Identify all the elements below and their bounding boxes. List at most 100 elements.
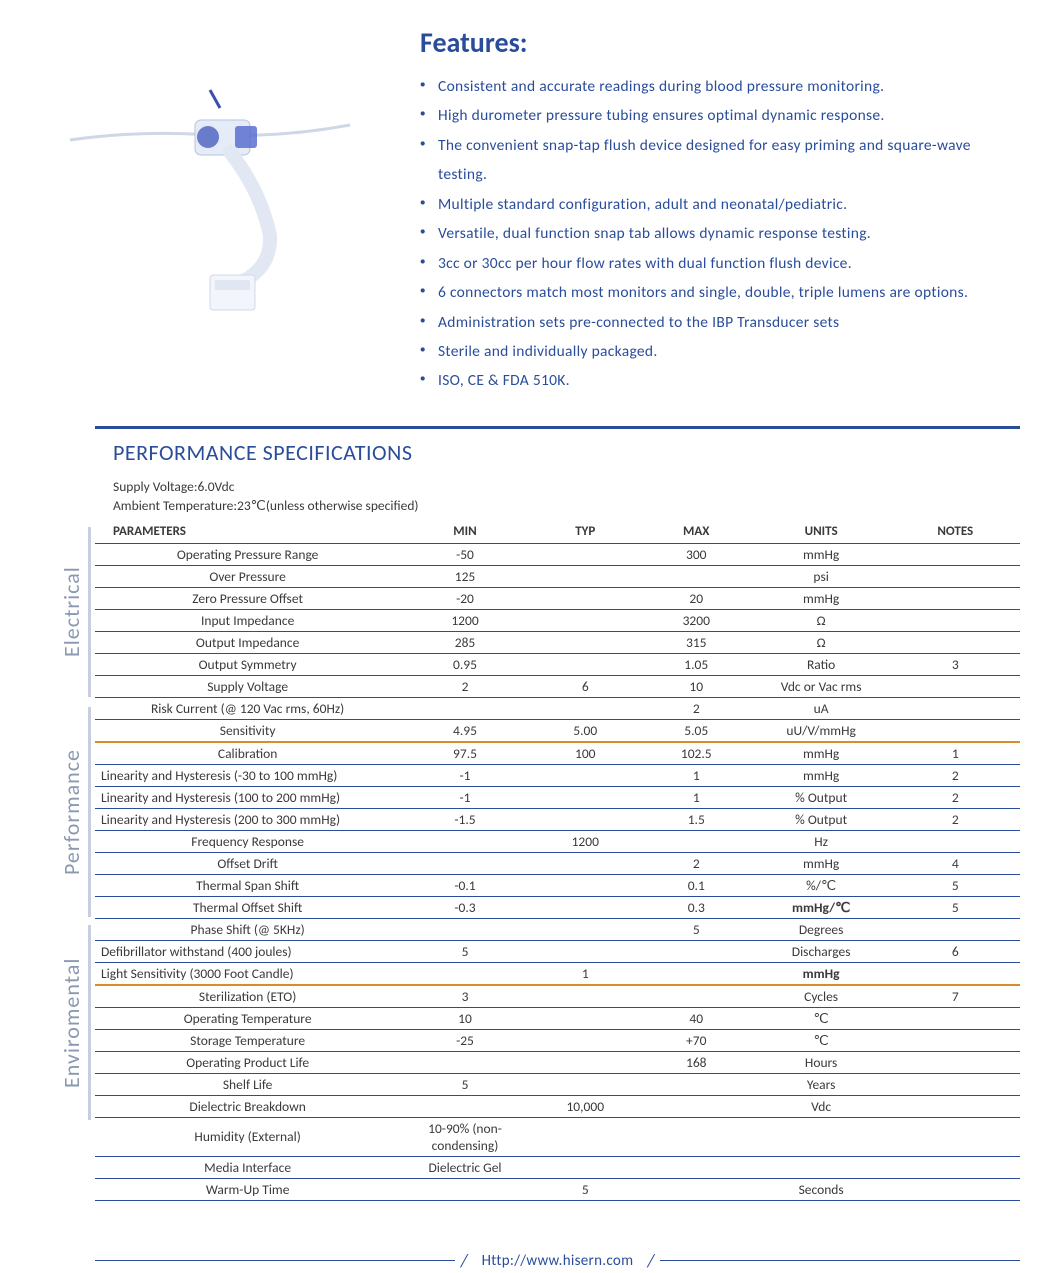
cell-min: 0.95 bbox=[400, 653, 530, 675]
cell-notes: 1 bbox=[891, 742, 1021, 765]
cell-param: Warm-Up Time bbox=[95, 1178, 400, 1200]
feature-item: 3cc or 30cc per hour flow rates with dua… bbox=[420, 249, 1020, 278]
features-block: Features: Consistent and accurate readin… bbox=[420, 20, 1020, 396]
cell-max: 1 bbox=[641, 786, 752, 808]
cell-units: mmHg bbox=[752, 764, 891, 786]
cell-units: psi bbox=[752, 565, 891, 587]
footer-slash-1: / bbox=[455, 1250, 474, 1272]
cell-notes: 3 bbox=[891, 653, 1021, 675]
cell-typ bbox=[530, 1007, 641, 1029]
table-row: Defibrillator withstand (400 joules)5Dis… bbox=[95, 940, 1020, 962]
cell-notes bbox=[891, 830, 1021, 852]
cell-max bbox=[641, 1073, 752, 1095]
feature-item: Administration sets pre-connected to the… bbox=[420, 308, 1020, 337]
cell-typ bbox=[530, 1029, 641, 1051]
cell-notes bbox=[891, 609, 1021, 631]
cell-units: uA bbox=[752, 697, 891, 719]
top-section: Features: Consistent and accurate readin… bbox=[0, 0, 1060, 426]
cell-max bbox=[641, 1178, 752, 1200]
cell-notes: 2 bbox=[891, 808, 1021, 830]
cell-max: +70 bbox=[641, 1029, 752, 1051]
spec-col-header: UNITS bbox=[752, 520, 891, 544]
cell-typ bbox=[530, 631, 641, 653]
cell-units: Cycles bbox=[752, 985, 891, 1008]
table-row: Output Impedance285315Ω bbox=[95, 631, 1020, 653]
cell-typ bbox=[530, 565, 641, 587]
cell-param: Input Impedance bbox=[95, 609, 400, 631]
cell-param: Zero Pressure Offset bbox=[95, 587, 400, 609]
cell-notes: 2 bbox=[891, 786, 1021, 808]
feature-item: The convenient snap-tap flush device des… bbox=[420, 131, 1020, 190]
group-label-performance: Performance bbox=[58, 707, 85, 917]
cell-max: 0.3 bbox=[641, 896, 752, 918]
spec-col-header: TYP bbox=[530, 520, 641, 544]
cell-min bbox=[400, 918, 530, 940]
cell-notes bbox=[891, 631, 1021, 653]
cell-max bbox=[641, 1095, 752, 1117]
cell-max bbox=[641, 940, 752, 962]
cell-typ bbox=[530, 587, 641, 609]
cell-min bbox=[400, 1095, 530, 1117]
cell-max: 40 bbox=[641, 1007, 752, 1029]
cell-max bbox=[641, 1156, 752, 1178]
table-row: Over Pressure125 psi bbox=[95, 565, 1020, 587]
cell-param: Over Pressure bbox=[95, 565, 400, 587]
cell-param: Shelf Life bbox=[95, 1073, 400, 1095]
cell-max bbox=[641, 830, 752, 852]
cell-min: 5 bbox=[400, 940, 530, 962]
cell-max: 5 bbox=[641, 918, 752, 940]
table-row: Thermal Span Shift-0.10.1%/℃5 bbox=[95, 874, 1020, 896]
cell-param: Operating Product Life bbox=[95, 1051, 400, 1073]
cell-param: Phase Shift (@ 5KHz) bbox=[95, 918, 400, 940]
cell-typ bbox=[530, 896, 641, 918]
cell-typ bbox=[530, 653, 641, 675]
cell-max: 300 bbox=[641, 543, 752, 565]
cell-min bbox=[400, 697, 530, 719]
product-image bbox=[40, 20, 380, 340]
cell-units: Years bbox=[752, 1073, 891, 1095]
cell-min: -1 bbox=[400, 764, 530, 786]
footer-url[interactable]: Http://www.hisern.com bbox=[474, 1252, 642, 1270]
spec-col-header: PARAMETERS bbox=[95, 520, 400, 544]
cell-min: 10-90% (non-condensing) bbox=[400, 1117, 530, 1156]
cell-min: 125 bbox=[400, 565, 530, 587]
group-label-enviromental: Enviromental bbox=[58, 925, 85, 1120]
cell-typ bbox=[530, 808, 641, 830]
table-row: Output Symmetry0.951.05Ratio3 bbox=[95, 653, 1020, 675]
spec-top-rule bbox=[95, 426, 1020, 429]
cell-units: Ω bbox=[752, 631, 891, 653]
cell-max bbox=[641, 1117, 752, 1156]
cell-typ bbox=[530, 1073, 641, 1095]
cell-param: Thermal Offset Shift bbox=[95, 896, 400, 918]
spec-title: PERFORMANCE SPECIFICATIONS bbox=[95, 435, 1020, 470]
table-row: Risk Current (@ 120 Vac rms, 60Hz)2uA bbox=[95, 697, 1020, 719]
cell-units: % Output bbox=[752, 786, 891, 808]
cell-units: mmHg bbox=[752, 742, 891, 765]
cell-max: 5.05 bbox=[641, 719, 752, 742]
cell-typ bbox=[530, 697, 641, 719]
table-row: Linearity and Hysteresis (100 to 200 mmH… bbox=[95, 786, 1020, 808]
table-row: Sterilization (ETO)3Cycles7 bbox=[95, 985, 1020, 1008]
cell-units: Degrees bbox=[752, 918, 891, 940]
cell-typ: 1200 bbox=[530, 830, 641, 852]
cell-units: mmHg bbox=[752, 587, 891, 609]
table-row: Linearity and Hysteresis (200 to 300 mmH… bbox=[95, 808, 1020, 830]
cell-param: Thermal Span Shift bbox=[95, 874, 400, 896]
cell-max: 2 bbox=[641, 697, 752, 719]
cell-max: 3200 bbox=[641, 609, 752, 631]
table-row: Dielectric Breakdown10,000Vdc bbox=[95, 1095, 1020, 1117]
cell-max: 2 bbox=[641, 852, 752, 874]
medical-device-illustration bbox=[60, 40, 360, 320]
cell-notes bbox=[891, 1095, 1021, 1117]
table-row: Input Impedance12003200Ω bbox=[95, 609, 1020, 631]
cell-typ bbox=[530, 852, 641, 874]
cell-notes bbox=[891, 565, 1021, 587]
cell-units: Hz bbox=[752, 830, 891, 852]
cell-min: 10 bbox=[400, 1007, 530, 1029]
cell-min: -0.3 bbox=[400, 896, 530, 918]
cell-param: Sensitivity bbox=[95, 719, 400, 742]
cell-param: Linearity and Hysteresis (-30 to 100 mmH… bbox=[95, 764, 400, 786]
cell-min: -0.1 bbox=[400, 874, 530, 896]
cell-param: Supply Voltage bbox=[95, 675, 400, 697]
cell-max: 102.5 bbox=[641, 742, 752, 765]
